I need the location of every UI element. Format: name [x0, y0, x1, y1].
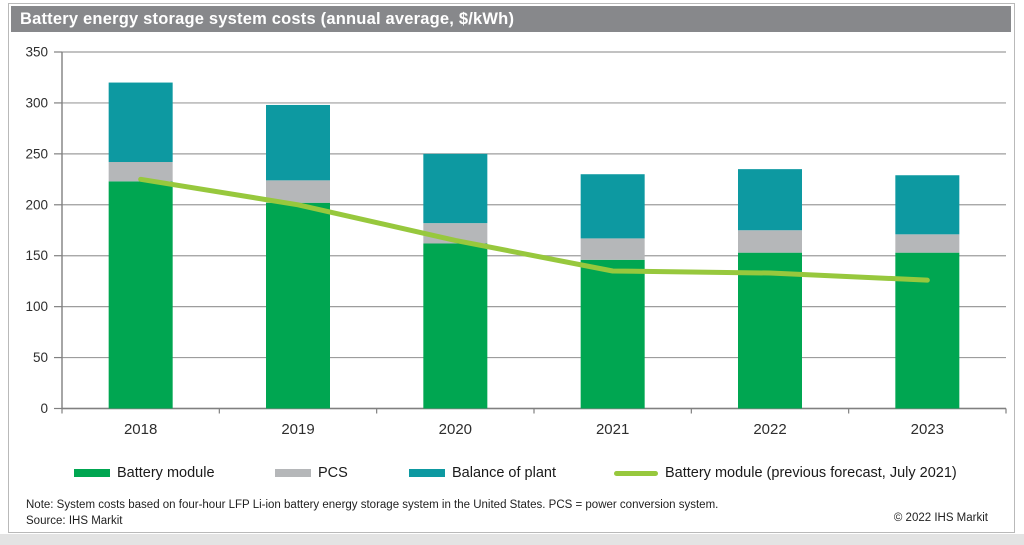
y-axis-label-200: 200 — [25, 197, 48, 212]
bar-2023-pcs — [895, 234, 960, 253]
footnote: Note: System costs based on four-hour LF… — [26, 498, 718, 529]
legend-label: Battery module — [117, 465, 215, 481]
bar-2019-pcs — [266, 180, 330, 203]
y-axis-label-150: 150 — [25, 248, 48, 263]
bar-2018-battery-module — [108, 181, 173, 409]
bar-2021-pcs — [580, 238, 645, 260]
legend-item-forecast-line: Battery module (previous forecast, July … — [614, 462, 957, 484]
chart-title-bar: Battery energy storage system costs (ann… — [11, 6, 1011, 32]
y-axis-label-50: 50 — [33, 350, 48, 365]
x-axis-label-2023: 2023 — [911, 421, 944, 438]
legend-item-battery-module: Battery module — [74, 462, 215, 484]
battery-module-swatch-icon — [74, 469, 110, 477]
x-axis-label-2018: 2018 — [124, 421, 157, 438]
balance-of-plant-swatch-icon — [409, 469, 445, 477]
bar-2019-balance-of-plant — [266, 104, 330, 181]
legend-label: Battery module (previous forecast, July … — [665, 465, 957, 481]
bar-2020-battery-module — [423, 243, 488, 409]
copyright: © 2022 IHS Markit — [893, 512, 988, 524]
y-axis-label-0: 0 — [40, 401, 48, 416]
x-axis-label-2022: 2022 — [753, 421, 786, 438]
chart-title: Battery energy storage system costs (ann… — [20, 9, 515, 28]
bar-2018-balance-of-plant — [108, 82, 173, 163]
x-axis-label-2020: 2020 — [439, 421, 472, 438]
legend-label: Balance of plant — [452, 465, 556, 481]
chart-legend: Battery module PCS Balance of plant Batt… — [9, 462, 1024, 484]
forecast-line-swatch-icon — [614, 470, 658, 476]
chart-plot-area: 0 50 100 150 200 250 300 350 2018 2019 2020 2021 202… — [25, 45, 1007, 438]
y-axis-label-100: 100 — [25, 299, 48, 314]
forecast-line — [138, 176, 930, 283]
y-axis-label-350: 350 — [25, 45, 48, 60]
page-bottom-strip — [0, 534, 1024, 545]
bar-2022-battery-module — [738, 252, 802, 409]
bar-2021-balance-of-plant — [580, 174, 645, 239]
bar-2018-pcs — [108, 162, 173, 182]
pcs-swatch-icon — [275, 469, 311, 477]
footnote-note: Note: System costs based on four-hour LF… — [26, 499, 719, 511]
bar-2020-balance-of-plant — [423, 153, 488, 224]
y-axis-label-250: 250 — [25, 146, 48, 161]
legend-label: PCS — [318, 465, 348, 481]
bar-2023-balance-of-plant — [895, 175, 960, 235]
bar-2023-battery-module — [895, 252, 960, 409]
x-axis-label-2019: 2019 — [281, 421, 314, 438]
bar-2022-pcs — [738, 230, 802, 253]
bar-2021-battery-module — [580, 259, 645, 409]
bar-2022-balance-of-plant — [738, 169, 802, 231]
bar-2019-battery-module — [266, 202, 330, 409]
y-axis-label-300: 300 — [25, 95, 48, 110]
chart-card: Battery energy storage system costs (ann… — [8, 3, 1015, 533]
x-axis-label-2021: 2021 — [596, 421, 629, 438]
footnote-source: Source: IHS Markit — [26, 514, 123, 527]
legend-item-balance-of-plant: Balance of plant — [409, 462, 556, 484]
legend-item-pcs: PCS — [275, 462, 348, 484]
